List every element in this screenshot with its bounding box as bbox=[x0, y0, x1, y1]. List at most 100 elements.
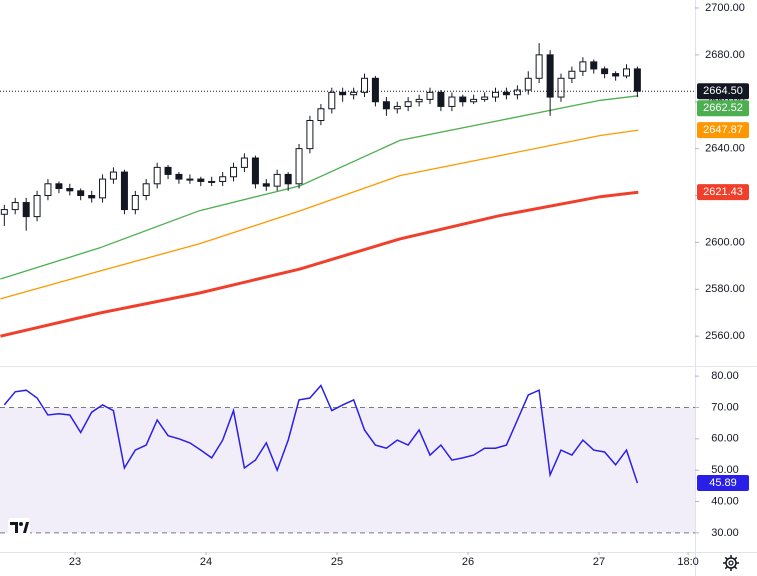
candle-body bbox=[481, 96, 489, 100]
candle-body bbox=[186, 178, 194, 181]
candle-body bbox=[350, 91, 358, 96]
x-tick-label: 18:0 bbox=[677, 556, 698, 568]
candle-body bbox=[502, 91, 510, 96]
candle-body bbox=[579, 61, 587, 72]
price-label-box bbox=[697, 184, 749, 201]
candle-body bbox=[404, 101, 412, 107]
candle-body bbox=[328, 91, 336, 110]
candle-body bbox=[415, 98, 423, 103]
plot-area bbox=[0, 43, 695, 534]
candle-body bbox=[382, 101, 390, 110]
price-label-box bbox=[697, 122, 749, 139]
candle-body bbox=[164, 166, 172, 175]
candle-body bbox=[77, 190, 85, 197]
candle-body bbox=[262, 183, 270, 187]
price-label-box bbox=[697, 100, 749, 117]
candle-body bbox=[459, 96, 467, 103]
candle-body bbox=[633, 68, 641, 92]
logo-t bbox=[10, 522, 18, 533]
moving-average bbox=[0, 95, 639, 280]
candle-body bbox=[120, 171, 128, 211]
candle-body bbox=[175, 173, 183, 180]
price-label: 2621.43 bbox=[703, 186, 743, 198]
price-label: 2662.52 bbox=[703, 102, 743, 114]
candle-body bbox=[11, 202, 19, 211]
candle-body bbox=[66, 187, 74, 192]
candle-body bbox=[492, 91, 500, 98]
y-tick-label: 2700.00 bbox=[705, 2, 745, 14]
x-tick-label: 26 bbox=[462, 556, 474, 568]
candle-body bbox=[0, 209, 8, 215]
candle-body bbox=[142, 183, 150, 197]
candle-body bbox=[284, 173, 292, 185]
y-tick-label: 2580.00 bbox=[705, 283, 745, 295]
candle-body bbox=[295, 148, 303, 185]
price-label: 45.89 bbox=[709, 477, 737, 489]
candle-body bbox=[393, 105, 401, 110]
candle-body bbox=[590, 61, 598, 70]
rsi-line bbox=[3, 384, 639, 484]
candle-body bbox=[361, 77, 369, 93]
price-label: 2664.50 bbox=[703, 85, 743, 97]
x-tick-label: 23 bbox=[69, 556, 81, 568]
candle-body bbox=[535, 54, 543, 79]
gear-hub bbox=[728, 560, 734, 566]
price-label: 2647.87 bbox=[703, 124, 743, 136]
candle-body bbox=[306, 119, 314, 150]
candle-body bbox=[99, 178, 107, 199]
candle-body bbox=[251, 157, 259, 185]
y-tick-label: 70.00 bbox=[711, 401, 739, 413]
candle-body bbox=[240, 157, 248, 168]
logo-dot bbox=[19, 522, 23, 526]
candle-body bbox=[448, 96, 456, 107]
y-tick-label: 30.00 bbox=[711, 527, 739, 539]
candle-body bbox=[339, 91, 347, 96]
candle-body bbox=[153, 166, 161, 185]
candle-body bbox=[546, 54, 554, 98]
candle-body bbox=[22, 202, 30, 218]
x-tick-label: 27 bbox=[593, 556, 605, 568]
x-tick-label: 24 bbox=[200, 556, 212, 568]
candle-body bbox=[437, 91, 445, 107]
candle-body bbox=[230, 166, 238, 178]
candle-body bbox=[371, 77, 379, 103]
tradingview-logo[interactable] bbox=[8, 518, 30, 536]
y-tick-label: 80.00 bbox=[711, 370, 739, 382]
y-tick-label: 2600.00 bbox=[705, 236, 745, 248]
candle-body bbox=[612, 73, 620, 77]
rsi-band bbox=[0, 407, 695, 533]
candle-body bbox=[197, 178, 205, 182]
gear-teeth bbox=[723, 555, 739, 571]
candle-body bbox=[470, 98, 478, 103]
logo-v bbox=[23, 522, 29, 533]
candle-body bbox=[208, 180, 216, 183]
candle-body bbox=[55, 183, 63, 189]
settings-gear[interactable] bbox=[723, 555, 739, 571]
candle-body bbox=[273, 173, 281, 187]
y-tick-label: 2640.00 bbox=[705, 143, 745, 155]
moving-average bbox=[0, 190, 639, 338]
candle-body bbox=[557, 77, 565, 98]
candle-body bbox=[513, 89, 521, 96]
candle-body bbox=[88, 195, 96, 199]
candle-body bbox=[568, 70, 576, 79]
y-tick-label: 60.00 bbox=[711, 433, 739, 445]
price-label-box bbox=[697, 475, 749, 492]
candle-body bbox=[317, 108, 325, 121]
candle-body bbox=[622, 68, 630, 77]
candle-body bbox=[524, 77, 532, 91]
y-tick-label: 2680.00 bbox=[705, 49, 745, 61]
candle-body bbox=[44, 183, 52, 197]
x-tick-label: 25 bbox=[331, 556, 343, 568]
axes: 2560.002580.002600.002620.002640.002660.… bbox=[69, 2, 749, 568]
candle-body bbox=[426, 91, 434, 100]
y-tick-label: 2560.00 bbox=[705, 330, 745, 342]
price-label-box bbox=[697, 83, 749, 100]
moving-average bbox=[0, 129, 639, 300]
candle-body bbox=[219, 176, 227, 182]
y-tick-label: 50.00 bbox=[711, 464, 739, 476]
candle-body bbox=[109, 171, 117, 180]
y-tick-label: 40.00 bbox=[711, 495, 739, 507]
candle-body bbox=[131, 195, 139, 211]
